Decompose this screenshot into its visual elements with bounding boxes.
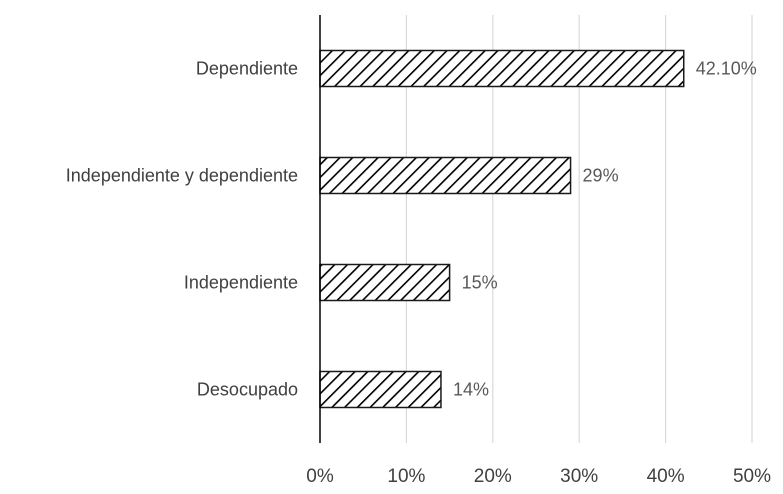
value-label: 14%: [453, 380, 489, 400]
category-label: Desocupado: [197, 380, 298, 400]
x-tick-label: 50%: [733, 466, 771, 487]
value-label: 42.10%: [696, 59, 757, 79]
value-label: 15%: [462, 273, 498, 293]
x-tick-label: 20%: [474, 466, 512, 487]
bar: [319, 370, 442, 409]
bar: [319, 263, 451, 302]
x-tick-label: 30%: [560, 466, 598, 487]
bar: [319, 156, 572, 195]
category-label: Dependiente: [196, 59, 298, 79]
category-label: Independiente: [184, 273, 298, 293]
bar: [319, 49, 685, 88]
x-tick-label: 40%: [647, 466, 685, 487]
value-label: 29%: [583, 166, 619, 186]
x-tick-label: 0%: [306, 466, 334, 487]
category-label: Independiente y dependiente: [66, 166, 298, 186]
x-tick-label: 10%: [387, 466, 425, 487]
